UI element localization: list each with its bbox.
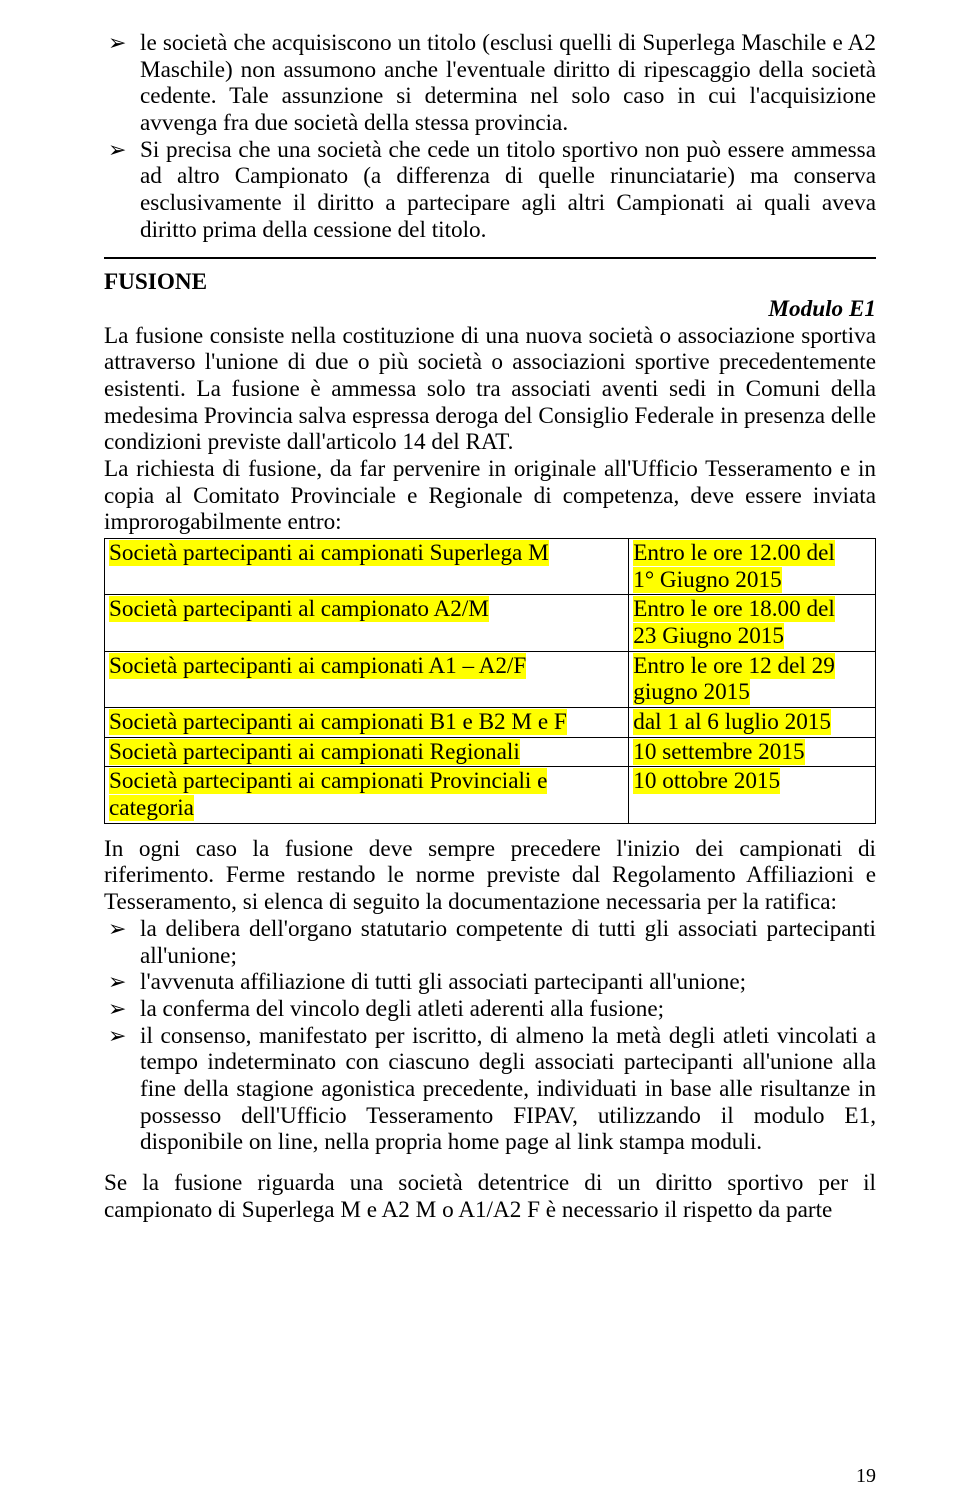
- table-cell-right-line1: dal 1 al 6 luglio 2015: [633, 709, 831, 735]
- page-number: 19: [856, 1465, 876, 1488]
- table-row: Società partecipanti ai campionati B1 e …: [105, 708, 876, 738]
- bottom-bullet-list: la delibera dell'organo statutario compe…: [104, 916, 876, 1156]
- table-cell-right-line1: 10 ottobre 2015: [633, 768, 780, 794]
- fusione-paragraph-1: La fusione consiste nella costituzione d…: [104, 323, 876, 456]
- table-cell-right-line2: 1° Giugno 2015: [633, 567, 781, 593]
- list-item: le società che acquisiscono un titolo (e…: [104, 30, 876, 137]
- table-cell-left: Società partecipanti al campionato A2/M: [109, 596, 489, 622]
- table-row: Società partecipanti al campionato A2/M …: [105, 595, 876, 651]
- table-cell-right-line1: Entro le ore 18.00 del: [633, 596, 835, 622]
- final-paragraph: Se la fusione riguarda una società deten…: [104, 1170, 876, 1223]
- section-heading: FUSIONE: [104, 269, 876, 296]
- table-cell-right-line2: 23 Giugno 2015: [633, 623, 784, 649]
- deadlines-table: Società partecipanti ai campionati Super…: [104, 538, 876, 824]
- after-table-paragraph: In ogni caso la fusione deve sempre prec…: [104, 836, 876, 916]
- fusione-paragraph-2: La richiesta di fusione, da far pervenir…: [104, 456, 876, 536]
- document-page: le società che acquisiscono un titolo (e…: [0, 0, 960, 1506]
- table-cell-right-line1: Entro le ore 12.00 del: [633, 540, 835, 566]
- table-cell-left: Società partecipanti ai campionati Super…: [109, 540, 549, 566]
- table-cell-left: Società partecipanti ai campionati Provi…: [109, 768, 547, 821]
- section-divider: [104, 257, 876, 259]
- table-cell-right-line1: 10 settembre 2015: [633, 739, 804, 765]
- list-item: Si precisa che una società che cede un t…: [104, 137, 876, 244]
- top-bullet-list: le società che acquisiscono un titolo (e…: [104, 30, 876, 243]
- table-row: Società partecipanti ai campionati Regio…: [105, 737, 876, 767]
- table-cell-right-line1: Entro le ore 12 del 29: [633, 653, 835, 679]
- list-item: il consenso, manifestato per iscritto, d…: [104, 1023, 876, 1156]
- table-cell-left: Società partecipanti ai campionati A1 – …: [109, 653, 526, 679]
- table-row: Società partecipanti ai campionati A1 – …: [105, 651, 876, 707]
- list-item: la delibera dell'organo statutario compe…: [104, 916, 876, 969]
- list-item: la conferma del vincolo degli atleti ade…: [104, 996, 876, 1023]
- table-cell-left: Società partecipanti ai campionati Regio…: [109, 739, 520, 765]
- table-cell-left: Società partecipanti ai campionati B1 e …: [109, 709, 567, 735]
- modulo-label: Modulo E1: [104, 296, 876, 323]
- table-row: Società partecipanti ai campionati Super…: [105, 539, 876, 595]
- table-row: Società partecipanti ai campionati Provi…: [105, 767, 876, 823]
- table-cell-right-line2: giugno 2015: [633, 679, 750, 705]
- list-item: l'avvenuta affiliazione di tutti gli ass…: [104, 969, 876, 996]
